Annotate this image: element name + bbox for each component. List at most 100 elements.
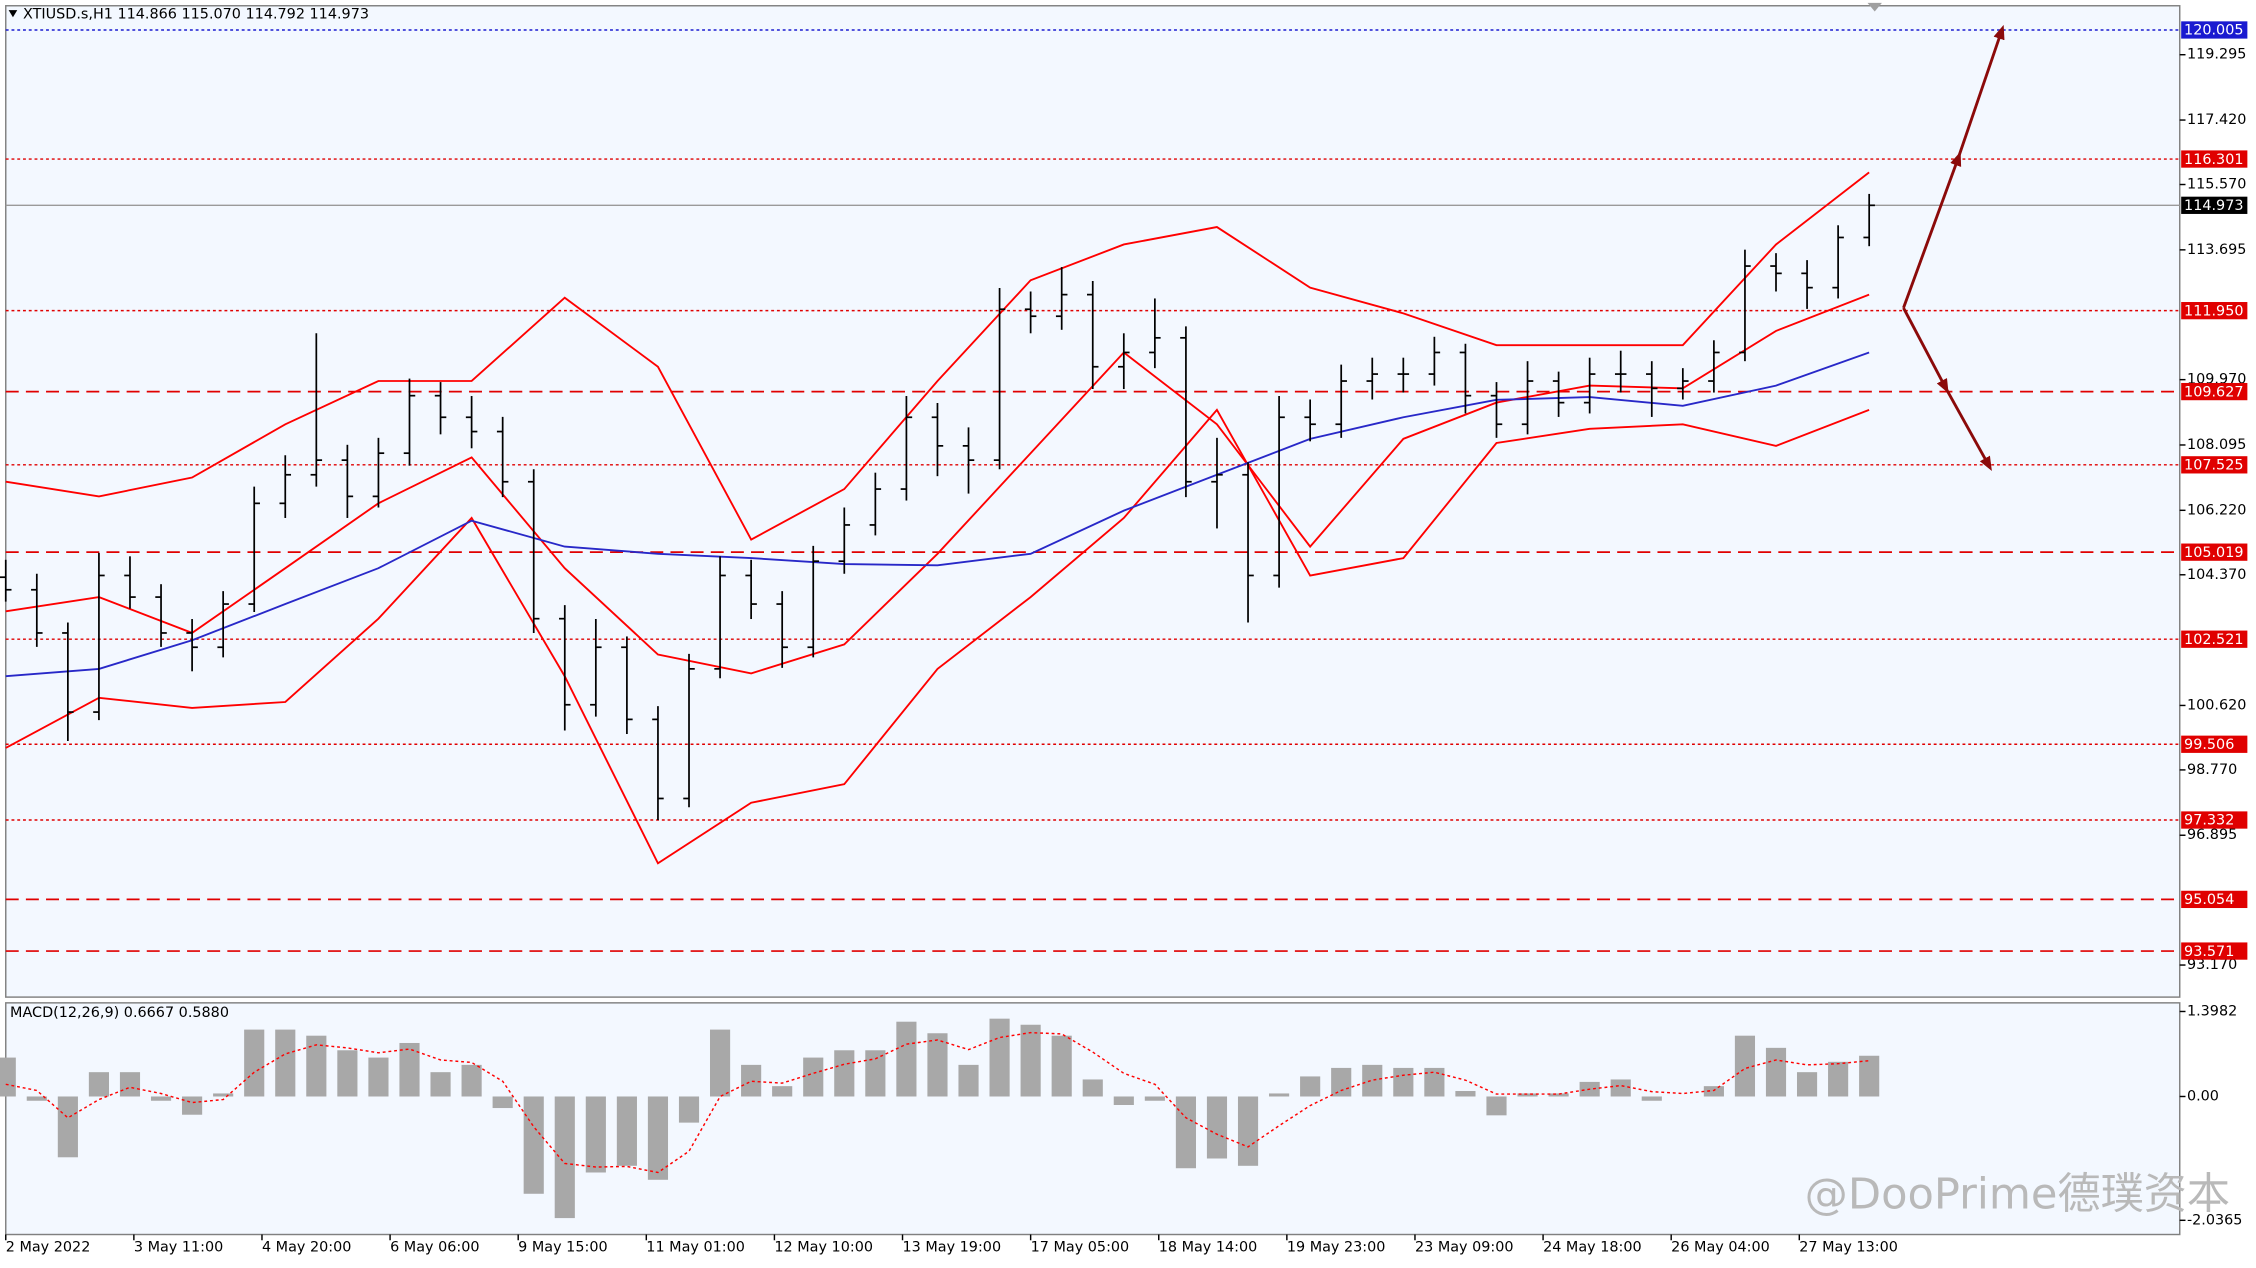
macd-bar — [1610, 1079, 1631, 1097]
macd-bar — [88, 1072, 109, 1097]
arrow-up — [1902, 151, 1962, 309]
macd-bar — [1082, 1079, 1103, 1097]
macd-bar — [927, 1033, 948, 1097]
macd-bar — [1703, 1086, 1724, 1097]
x-tick-label: 26 May 04:00 — [1671, 1239, 1770, 1255]
macd-bar — [865, 1050, 886, 1097]
x-tick-label: 24 May 18:00 — [1543, 1239, 1642, 1255]
level-tag — [2181, 302, 2248, 320]
macd-bar — [803, 1057, 824, 1097]
macd-bar — [678, 1096, 700, 1123]
level-label: 93.571 — [2184, 944, 2234, 960]
macd-bar — [182, 1096, 203, 1115]
macd-bar — [834, 1050, 855, 1097]
arrow-up — [1956, 24, 2005, 159]
macd-bar — [1300, 1076, 1321, 1097]
y-tick-label: 1.3982 — [2187, 1003, 2237, 1019]
level-tag — [2181, 942, 2248, 960]
macd-bar — [585, 1096, 606, 1173]
macd-header: MACD(12,26,9) 0.6667 0.5880 — [10, 1005, 229, 1021]
macd-bar — [430, 1072, 451, 1097]
shift-marker — [1867, 2, 1882, 12]
y-tick-label: 0.00 — [2187, 1088, 2219, 1104]
scenario-arrows — [1902, 24, 2005, 472]
level-label: 116.301 — [2184, 152, 2243, 168]
price-panel — [5, 5, 2181, 998]
macd-bar — [1641, 1096, 1662, 1101]
macd-bar — [709, 1029, 731, 1097]
macd-bar — [1796, 1072, 1818, 1097]
macd-bar — [1331, 1067, 1352, 1097]
y-tick-label: 117.420 — [2187, 112, 2246, 128]
y-tick-label: 96.895 — [2187, 827, 2237, 843]
macd-bar — [554, 1096, 575, 1219]
x-tick-label: 19 May 23:00 — [1287, 1239, 1386, 1255]
x-tick-label: 2 May 2022 — [6, 1239, 91, 1255]
level-tag — [2181, 630, 2248, 648]
level-label: 111.950 — [2184, 303, 2243, 319]
macd-bar — [1113, 1096, 1134, 1105]
level-label: 97.332 — [2184, 813, 2234, 829]
macd-bar — [1362, 1064, 1383, 1097]
macd-bar — [57, 1096, 78, 1158]
y-tick-label: 115.570 — [2187, 177, 2246, 193]
macd-bar — [244, 1029, 265, 1097]
macd-bar — [1051, 1035, 1072, 1097]
x-tick-label: 17 May 05:00 — [1031, 1239, 1130, 1255]
x-tick-label: 4 May 20:00 — [262, 1239, 351, 1255]
level-label: 114.973 — [2184, 198, 2243, 214]
macd-bar — [26, 1096, 47, 1101]
macd-bar — [1269, 1093, 1290, 1097]
macd-bar — [1734, 1035, 1756, 1097]
macd-bar — [1020, 1024, 1041, 1097]
plot-layer: 119.295117.420115.570113.695109.970108.0… — [0, 21, 2248, 1255]
y-tick-label: 100.620 — [2187, 697, 2246, 713]
macd-bar — [1765, 1047, 1787, 1097]
x-tick-label: 3 May 11:00 — [134, 1239, 223, 1255]
y-tick-label: 98.770 — [2187, 762, 2237, 778]
macd-bar — [1144, 1096, 1165, 1101]
macd-bar — [368, 1057, 389, 1097]
symbol-header: XTIUSD.s,H1 114.866 115.070 114.792 114.… — [23, 6, 369, 22]
macd-bar — [616, 1096, 637, 1166]
x-tick-label: 9 May 15:00 — [518, 1239, 607, 1255]
y-tick-label: 93.170 — [2187, 957, 2237, 973]
macd-bar — [989, 1018, 1010, 1097]
level-tag — [2181, 382, 2248, 401]
level-tag — [2181, 890, 2248, 909]
arrow-down — [1902, 307, 1949, 394]
macd-bar — [958, 1064, 979, 1097]
level-tag — [2181, 456, 2248, 474]
level-tag — [2181, 543, 2248, 561]
x-tick-label: 13 May 19:00 — [903, 1239, 1002, 1255]
macd-bar — [150, 1096, 172, 1101]
level-tag — [2181, 150, 2248, 168]
level-tag — [2181, 811, 2248, 829]
x-tick-label: 23 May 09:00 — [1415, 1239, 1514, 1255]
signal-line — [5, 1031, 1870, 1174]
level-label: 95.054 — [2184, 892, 2234, 908]
macd-bar — [896, 1021, 917, 1097]
macd-bar — [647, 1096, 669, 1180]
y-tick-label: -2.0365 — [2187, 1212, 2242, 1228]
macd-bar — [1393, 1067, 1414, 1097]
arrow-down — [1943, 386, 1992, 472]
macd-bar — [1859, 1055, 1880, 1097]
macd-bar — [306, 1035, 327, 1097]
level-label: 107.525 — [2184, 458, 2243, 474]
y-tick-label: 106.220 — [2187, 502, 2246, 518]
macd-bar — [1517, 1093, 1538, 1097]
macd-bar — [1455, 1091, 1476, 1097]
level-tag — [2181, 21, 2248, 39]
menu-marker — [8, 10, 18, 18]
x-tick-label: 6 May 06:00 — [390, 1239, 479, 1255]
macd-bar — [337, 1050, 358, 1097]
macd-bar — [119, 1072, 141, 1097]
macd-bar — [399, 1042, 420, 1097]
watermark: @DooPrime德璞资本 — [1805, 1170, 2230, 1220]
y-tick-label: 104.370 — [2187, 567, 2246, 583]
macd-bar — [275, 1029, 296, 1097]
macd-bar — [461, 1064, 482, 1097]
x-tick-label: 11 May 01:00 — [646, 1239, 745, 1255]
